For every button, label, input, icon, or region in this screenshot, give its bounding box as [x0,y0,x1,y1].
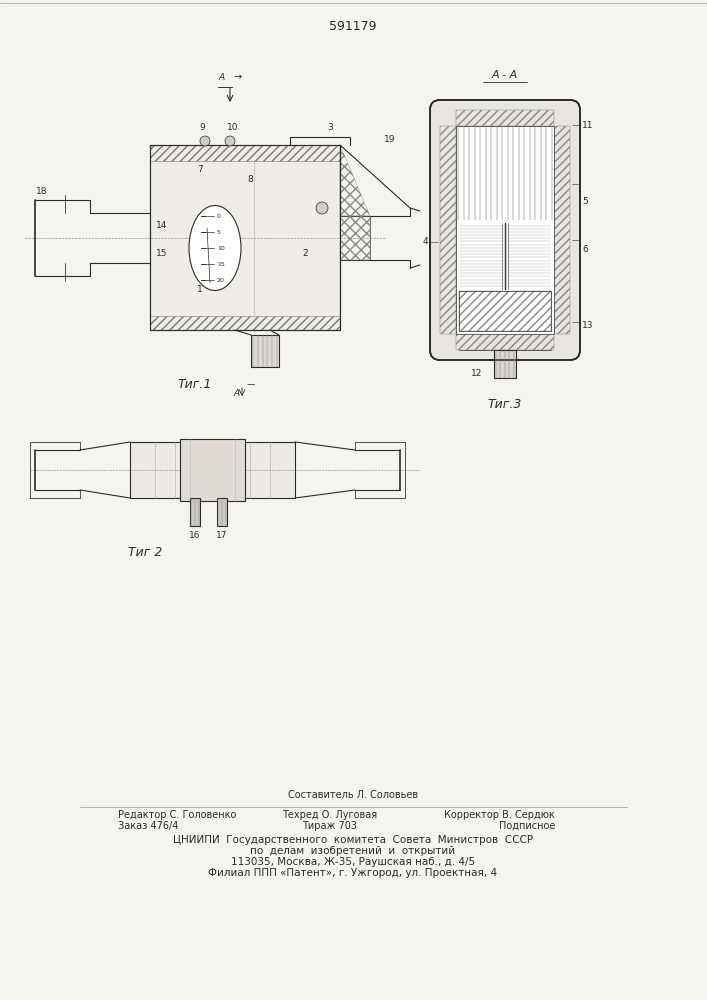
Text: Редактор С. Головенко: Редактор С. Головенко [118,810,236,820]
Bar [456,126,554,334]
Text: Корректор В. Сердюк: Корректор В. Сердюк [444,810,555,820]
Text: 591179: 591179 [329,19,377,32]
Text: A: A [219,73,225,82]
Text: по  делам  изобретений  и  открытий: по делам изобретений и открытий [250,846,455,856]
Text: →: → [234,72,242,82]
Text: Филиал ППП «Патент», г. Ужгород, ул. Проектная, 4: Филиал ППП «Патент», г. Ужгород, ул. Про… [209,868,498,878]
Text: 18: 18 [36,188,48,196]
Bar [217,498,227,526]
Bar [494,350,516,378]
Text: 3: 3 [327,122,333,131]
Bar [150,145,340,161]
Text: A - A: A - A [492,70,518,80]
Text: Заказ 476/4: Заказ 476/4 [118,821,178,831]
Text: Τиг.1: Τиг.1 [178,378,212,391]
Text: 20: 20 [217,277,225,282]
Text: Техред О. Луговая: Техред О. Луговая [282,810,378,820]
Circle shape [225,136,235,146]
Text: 15: 15 [217,261,225,266]
Text: Составитель Л. Соловьев: Составитель Л. Соловьев [288,790,418,800]
Text: 14: 14 [156,222,168,231]
Text: 5: 5 [217,230,221,234]
Text: 11: 11 [582,120,593,129]
Text: 7: 7 [197,165,203,174]
Bar [190,498,200,526]
Bar [340,216,370,260]
Text: 10: 10 [217,245,225,250]
Bar [459,291,551,331]
Text: ЦНИИПИ  Государственного  комитета  Совета  Министров  СССР: ЦНИИПИ Государственного комитета Совета … [173,835,533,845]
Circle shape [200,136,210,146]
Text: 1: 1 [197,286,203,294]
Text: 15: 15 [156,248,168,257]
Bar [251,335,279,367]
Bar [440,126,456,334]
Circle shape [316,202,328,214]
Bar [456,334,554,350]
Bar [180,439,245,501]
Bar [130,442,295,498]
Text: 0: 0 [217,214,221,219]
Text: 19: 19 [384,135,396,144]
Bar [554,126,570,334]
FancyBboxPatch shape [430,100,580,360]
Text: 17: 17 [216,532,228,540]
Text: 113035, Москва, Ж-35, Раушская наб., д. 4/5: 113035, Москва, Ж-35, Раушская наб., д. … [231,857,475,867]
Text: 8: 8 [247,176,253,184]
Bar [150,145,340,330]
Text: Τиг.3: Τиг.3 [488,398,522,412]
Bar [456,110,554,126]
Text: 6: 6 [582,245,588,254]
Text: Подписное: Подписное [498,821,555,831]
Text: —: — [247,380,255,389]
Bar [150,316,340,330]
Text: 2: 2 [302,248,308,257]
Bar [150,145,340,330]
Bar [459,291,551,331]
Text: A: A [234,388,240,397]
Text: 12: 12 [471,368,482,377]
Text: 16: 16 [189,532,201,540]
Text: 10: 10 [227,122,239,131]
Text: Τиг 2: Τиг 2 [128,546,162,560]
Text: 5: 5 [582,197,588,206]
Text: 4: 4 [422,237,428,246]
Text: 13: 13 [582,320,593,330]
Text: 9: 9 [199,122,205,131]
Ellipse shape [189,206,241,290]
Text: Тираж 703: Тираж 703 [303,821,358,831]
